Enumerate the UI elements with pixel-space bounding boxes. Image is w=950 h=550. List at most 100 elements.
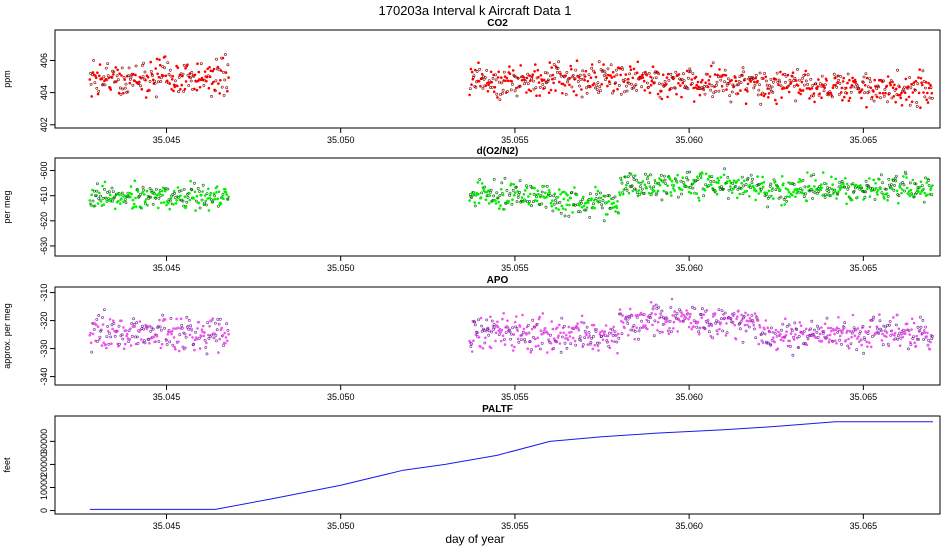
data-point xyxy=(692,100,696,103)
data-point xyxy=(623,90,626,94)
data-point xyxy=(165,338,168,342)
data-point xyxy=(661,180,665,184)
data-point xyxy=(699,176,703,180)
data-point xyxy=(891,179,895,182)
data-point xyxy=(134,196,137,200)
data-point xyxy=(479,316,483,320)
data-point xyxy=(764,75,768,79)
data-point xyxy=(496,320,499,324)
data-point xyxy=(670,179,674,183)
data-point xyxy=(523,340,527,344)
data-point xyxy=(548,61,552,64)
data-point xyxy=(640,319,644,323)
data-point xyxy=(99,194,103,198)
data-point xyxy=(780,96,783,99)
data-point xyxy=(506,79,510,83)
data-point xyxy=(107,197,111,201)
data-point xyxy=(173,345,176,349)
data-point xyxy=(112,319,115,323)
data-point xyxy=(771,90,775,94)
data-point xyxy=(625,89,629,93)
data-point xyxy=(129,75,133,79)
data-point xyxy=(611,91,614,95)
data-point xyxy=(652,185,656,189)
data-point xyxy=(88,334,92,337)
data-point xyxy=(865,340,869,344)
data-point xyxy=(929,86,933,90)
data-point xyxy=(850,183,853,186)
data-point xyxy=(614,210,617,213)
data-point xyxy=(96,71,99,74)
data-point xyxy=(188,198,192,202)
data-point xyxy=(763,328,766,331)
data-point xyxy=(96,340,99,343)
data-point xyxy=(613,340,616,343)
data-point xyxy=(194,330,198,334)
data-point xyxy=(718,68,721,71)
data-point xyxy=(168,68,172,72)
data-point xyxy=(629,328,633,332)
data-point xyxy=(583,78,586,82)
data-point xyxy=(827,326,830,330)
data-point xyxy=(680,314,683,318)
data-point xyxy=(862,351,866,355)
data-point xyxy=(684,316,688,320)
data-point xyxy=(106,62,110,66)
data-point xyxy=(547,189,551,192)
data-point xyxy=(834,83,837,87)
data-point xyxy=(615,73,619,77)
data-point xyxy=(686,312,690,315)
y-tick-label: -340 xyxy=(39,368,49,386)
data-point xyxy=(856,327,860,330)
data-point xyxy=(637,329,641,333)
data-point xyxy=(804,79,808,83)
data-point xyxy=(710,84,714,88)
data-point xyxy=(708,330,711,334)
data-point xyxy=(680,95,683,99)
data-point xyxy=(580,95,584,99)
data-point xyxy=(745,87,749,91)
data-point xyxy=(903,91,907,95)
data-point xyxy=(479,345,482,349)
data-point xyxy=(704,183,708,187)
data-point xyxy=(899,96,902,100)
data-point xyxy=(872,90,875,93)
data-point xyxy=(222,94,226,97)
data-point xyxy=(789,344,792,348)
data-point xyxy=(585,86,588,90)
data-point xyxy=(115,329,118,333)
data-point xyxy=(749,186,753,190)
data-point xyxy=(659,312,662,315)
data-point xyxy=(839,184,843,187)
data-point xyxy=(864,190,867,194)
data-point xyxy=(170,88,173,91)
data-point xyxy=(553,77,557,80)
data-point xyxy=(187,327,191,331)
data-point xyxy=(753,83,757,87)
data-point xyxy=(748,184,752,187)
data-point xyxy=(545,184,549,188)
data-point xyxy=(749,80,752,83)
data-point xyxy=(768,87,772,91)
y-tick-label: -320 xyxy=(39,312,49,330)
data-point xyxy=(812,173,816,177)
data-point xyxy=(740,313,743,317)
data-point xyxy=(520,333,524,337)
data-point xyxy=(616,351,619,355)
data-point xyxy=(496,325,500,329)
data-point xyxy=(525,333,528,336)
data-point xyxy=(201,190,204,193)
data-point xyxy=(914,182,918,186)
y-axis-label: approx. per meg xyxy=(2,303,12,369)
x-tick-label: 35.045 xyxy=(153,135,181,145)
data-point xyxy=(697,87,701,91)
data-point xyxy=(698,172,702,176)
data-point xyxy=(886,75,890,78)
data-point xyxy=(790,329,794,333)
data-point xyxy=(751,320,755,324)
data-point xyxy=(717,181,720,185)
data-point xyxy=(497,80,501,84)
data-point xyxy=(177,196,180,199)
data-point xyxy=(810,87,814,90)
data-point xyxy=(679,179,683,183)
